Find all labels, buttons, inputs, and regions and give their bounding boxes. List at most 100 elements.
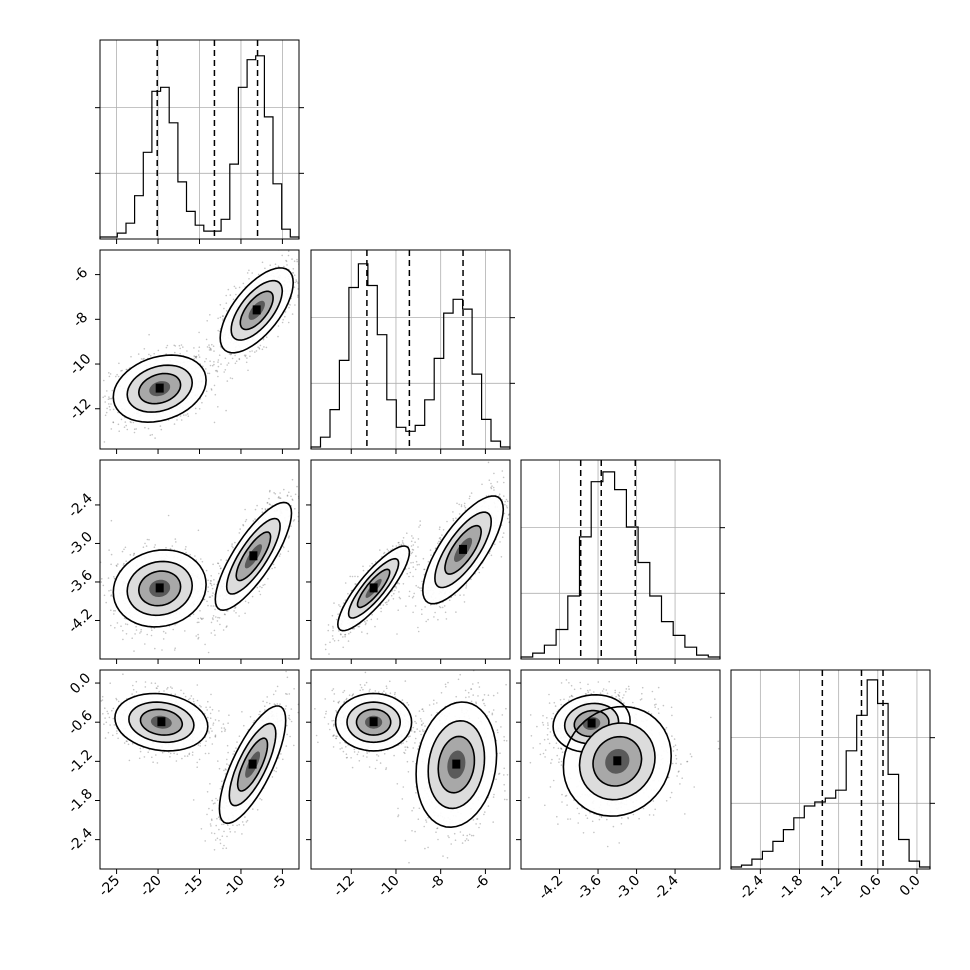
sample-point [174, 351, 176, 354]
sample-point [222, 629, 225, 631]
sample-point [397, 541, 400, 544]
sample-point [288, 535, 290, 537]
sample-point [411, 551, 414, 554]
sample-point [329, 641, 331, 644]
sample-point [264, 583, 266, 586]
sample-point [195, 355, 198, 358]
sample-point [208, 596, 211, 598]
sample-point [283, 546, 285, 549]
sample-point [202, 365, 204, 368]
sample-point [220, 559, 222, 561]
sample-point [405, 605, 407, 607]
sample-point [267, 578, 269, 580]
sample-point [218, 565, 221, 567]
sample-point [116, 373, 118, 376]
contour-line [235, 531, 272, 582]
sample-point [125, 368, 128, 371]
sample-point [210, 583, 212, 585]
sample-point [264, 508, 267, 510]
panels-layer: -25 -20 -15 -10 -5 -12 -10 -8 -6 -4.2 -3.6 -3.0 -2.4… [65, 39, 935, 903]
sample-point [217, 406, 219, 408]
scatter-panel [310, 459, 511, 660]
sample-point [293, 260, 296, 263]
sample-point [401, 540, 404, 542]
histogram-panel [310, 249, 515, 450]
sample-point [291, 258, 293, 260]
sample-point [220, 363, 222, 365]
sample-point [151, 433, 153, 436]
sample-point [139, 632, 141, 634]
sample-point [150, 627, 153, 629]
sample-point [393, 592, 395, 595]
sample-point [219, 623, 221, 626]
sample-point [137, 353, 140, 355]
sample-point [417, 538, 420, 540]
sample-point [268, 503, 271, 505]
sample-point [338, 630, 340, 632]
sample-point [121, 369, 123, 372]
sample-point [485, 495, 488, 497]
sample-point [395, 585, 397, 588]
sample-point [268, 490, 271, 493]
sample-point [398, 596, 401, 599]
sample-point [231, 545, 233, 547]
sample-point [243, 354, 246, 357]
sample-point [118, 362, 120, 365]
sample-point [103, 441, 106, 443]
sample-point [307, 507, 309, 509]
sample-point [337, 639, 340, 642]
sample-point [116, 622, 119, 624]
sample-point [429, 549, 432, 551]
sample-point [102, 584, 105, 587]
sample-point [153, 627, 156, 629]
sample-point [106, 390, 108, 392]
sample-point [361, 631, 363, 633]
sample-point [151, 629, 153, 631]
sample-point [194, 356, 197, 359]
sample-point [135, 625, 137, 628]
sample-point [347, 592, 349, 595]
sample-point [501, 470, 504, 472]
sample-point [283, 488, 285, 491]
sample-point [482, 566, 484, 569]
sample-point [209, 580, 212, 582]
sample-point [463, 594, 465, 596]
sample-point [210, 584, 213, 587]
sample-point [358, 625, 361, 628]
sample-point [226, 364, 228, 366]
sample-point [387, 600, 390, 602]
sample-point [238, 358, 241, 361]
histogram-step [310, 263, 511, 449]
sample-point [296, 485, 298, 488]
sample-point [201, 401, 203, 404]
sample-point [301, 512, 303, 514]
sample-point [242, 523, 244, 526]
sample-point [279, 492, 281, 494]
sample-point [205, 390, 208, 393]
sample-point [244, 600, 247, 603]
sample-point [143, 348, 146, 350]
sample-point [333, 640, 336, 642]
sample-point [110, 595, 112, 597]
sample-point [165, 346, 168, 349]
sample-point [294, 281, 297, 284]
sample-point [101, 578, 103, 580]
sample-point [173, 344, 175, 347]
sample-point [412, 537, 414, 539]
sample-point [396, 582, 399, 585]
sample-point [227, 610, 229, 612]
sample-point [266, 501, 269, 504]
sample-point [300, 479, 302, 481]
sample-point [153, 546, 156, 548]
sample-point [244, 612, 246, 615]
sample-point [208, 372, 211, 375]
sample-point [120, 370, 122, 372]
sample-point [229, 294, 232, 296]
sample-point [259, 344, 262, 347]
sample-point [262, 584, 265, 586]
sample-point [232, 298, 235, 301]
sample-point [197, 638, 199, 640]
sample-point [208, 346, 211, 349]
sample-point [109, 409, 111, 411]
sample-point [210, 348, 212, 350]
